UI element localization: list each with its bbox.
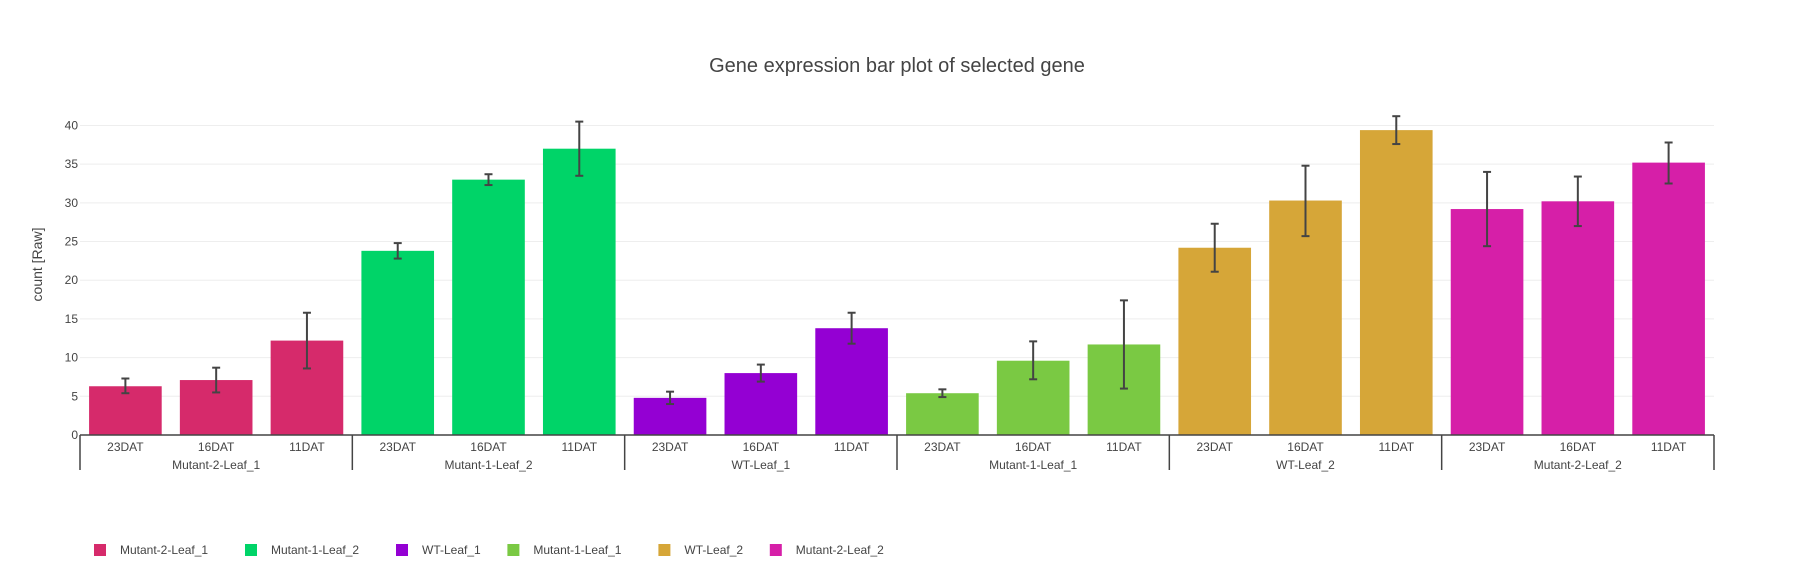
gridlines bbox=[80, 124, 1714, 397]
error-bar bbox=[302, 311, 311, 370]
legend-label: WT-Leaf_1 bbox=[422, 543, 481, 557]
legend-item[interactable]: WT-Leaf_1 bbox=[396, 543, 481, 557]
x-tick-label: 16DAT bbox=[470, 440, 507, 454]
x-tick-label: 11DAT bbox=[561, 440, 597, 454]
bar[interactable] bbox=[1178, 247, 1252, 435]
x-tick-label: 23DAT bbox=[107, 440, 144, 454]
error-bar bbox=[1119, 299, 1128, 390]
legend-swatch bbox=[769, 544, 782, 556]
legend-swatch bbox=[94, 544, 106, 556]
x-tick-label: 16DAT bbox=[743, 440, 780, 454]
legend-item[interactable]: Mutant-1-Leaf_2 bbox=[245, 543, 359, 557]
x-tick-label: 16DAT bbox=[1287, 440, 1324, 454]
bar[interactable] bbox=[724, 373, 798, 435]
error-bar bbox=[1301, 164, 1310, 238]
legend-label: Mutant-1-Leaf_1 bbox=[533, 543, 621, 557]
x-tick-label: 11DAT bbox=[289, 440, 325, 454]
legend-swatch bbox=[658, 544, 671, 556]
x-tick-label: 11DAT bbox=[1106, 440, 1142, 454]
x-tick-label: 11DAT bbox=[834, 440, 870, 454]
y-tick-label: 30 bbox=[65, 196, 79, 210]
error-bar bbox=[121, 377, 130, 395]
x-tick-label: 16DAT bbox=[1015, 440, 1052, 454]
error-bar bbox=[1483, 170, 1492, 248]
bar[interactable] bbox=[906, 393, 979, 435]
x-tick-label: 23DAT bbox=[652, 440, 689, 454]
error-bar bbox=[575, 120, 584, 177]
y-tick-label: 15 bbox=[65, 312, 79, 326]
x-group-label: Mutant-1-Leaf_1 bbox=[989, 458, 1077, 472]
x-tick-label: 16DAT bbox=[198, 440, 235, 454]
bar[interactable] bbox=[1632, 162, 1705, 435]
legend-item[interactable]: Mutant-2-Leaf_2 bbox=[769, 543, 884, 557]
bar[interactable] bbox=[89, 386, 162, 435]
y-tick-label: 25 bbox=[65, 235, 79, 249]
axes: 0 5 10 15 20 25 30 35 40 23DAT 16DAT 11DAT Mutant-2-… bbox=[65, 118, 1715, 472]
error-bar bbox=[212, 366, 221, 394]
error-bar bbox=[1573, 175, 1582, 228]
error-bar bbox=[666, 390, 675, 406]
legend-item[interactable]: WT-Leaf_2 bbox=[658, 543, 743, 557]
legend[interactable]: Mutant-2-Leaf_1 Mutant-1-Leaf_2 WT-Leaf_1 M… bbox=[94, 543, 884, 557]
y-tick-label: 0 bbox=[71, 428, 78, 442]
bar[interactable] bbox=[1269, 200, 1342, 435]
y-axis-label: count [Raw] bbox=[29, 228, 45, 302]
error-bar bbox=[1029, 340, 1038, 381]
legend-label: Mutant-2-Leaf_1 bbox=[120, 543, 208, 557]
x-tick-label: 16DAT bbox=[1560, 440, 1597, 454]
legend-label: WT-Leaf_2 bbox=[684, 543, 743, 557]
legend-swatch bbox=[245, 544, 257, 556]
x-tick-label: 23DAT bbox=[924, 440, 961, 454]
bar[interactable] bbox=[542, 148, 616, 435]
error-bar bbox=[1392, 115, 1401, 146]
error-bar bbox=[756, 363, 765, 383]
y-tick-label: 5 bbox=[71, 389, 78, 403]
y-tick-label: 35 bbox=[65, 157, 79, 171]
error-bar bbox=[484, 173, 493, 187]
error-bar bbox=[1664, 141, 1673, 185]
x-group-label: WT-Leaf_2 bbox=[1276, 458, 1335, 472]
x-tick-label: 23DAT bbox=[1196, 440, 1233, 454]
legend-label: Mutant-1-Leaf_2 bbox=[271, 543, 359, 557]
x-group-label: Mutant-2-Leaf_2 bbox=[1534, 458, 1622, 472]
legend-item[interactable]: Mutant-1-Leaf_1 bbox=[507, 543, 622, 557]
error-bars bbox=[121, 115, 1673, 406]
chart-title: Gene expression bar plot of selected gen… bbox=[709, 55, 1085, 77]
error-bar bbox=[847, 311, 856, 345]
bar[interactable] bbox=[1359, 130, 1433, 435]
x-tick-label: 11DAT bbox=[1378, 440, 1414, 454]
x-group-label: Mutant-2-Leaf_1 bbox=[172, 458, 260, 472]
y-tick-label: 20 bbox=[65, 273, 79, 287]
legend-swatch bbox=[396, 544, 408, 556]
bars bbox=[89, 130, 1705, 435]
x-group-label: WT-Leaf_1 bbox=[731, 458, 790, 472]
x-group-label: Mutant-1-Leaf_2 bbox=[444, 458, 532, 472]
x-tick-label: 11DAT bbox=[1651, 440, 1687, 454]
legend-swatch bbox=[507, 544, 520, 556]
x-tick-label: 23DAT bbox=[1469, 440, 1506, 454]
bar[interactable] bbox=[361, 250, 435, 435]
error-bar bbox=[393, 242, 402, 260]
error-bar bbox=[938, 388, 947, 399]
x-tick-label: 23DAT bbox=[379, 440, 416, 454]
legend-item[interactable]: Mutant-2-Leaf_1 bbox=[94, 543, 208, 557]
error-bar bbox=[1210, 222, 1219, 273]
y-tick-label: 10 bbox=[65, 351, 79, 365]
bar[interactable] bbox=[815, 328, 888, 435]
legend-label: Mutant-2-Leaf_2 bbox=[796, 543, 884, 557]
y-tick-label: 40 bbox=[65, 118, 79, 132]
bar[interactable] bbox=[452, 179, 525, 435]
bar[interactable] bbox=[1541, 201, 1615, 435]
